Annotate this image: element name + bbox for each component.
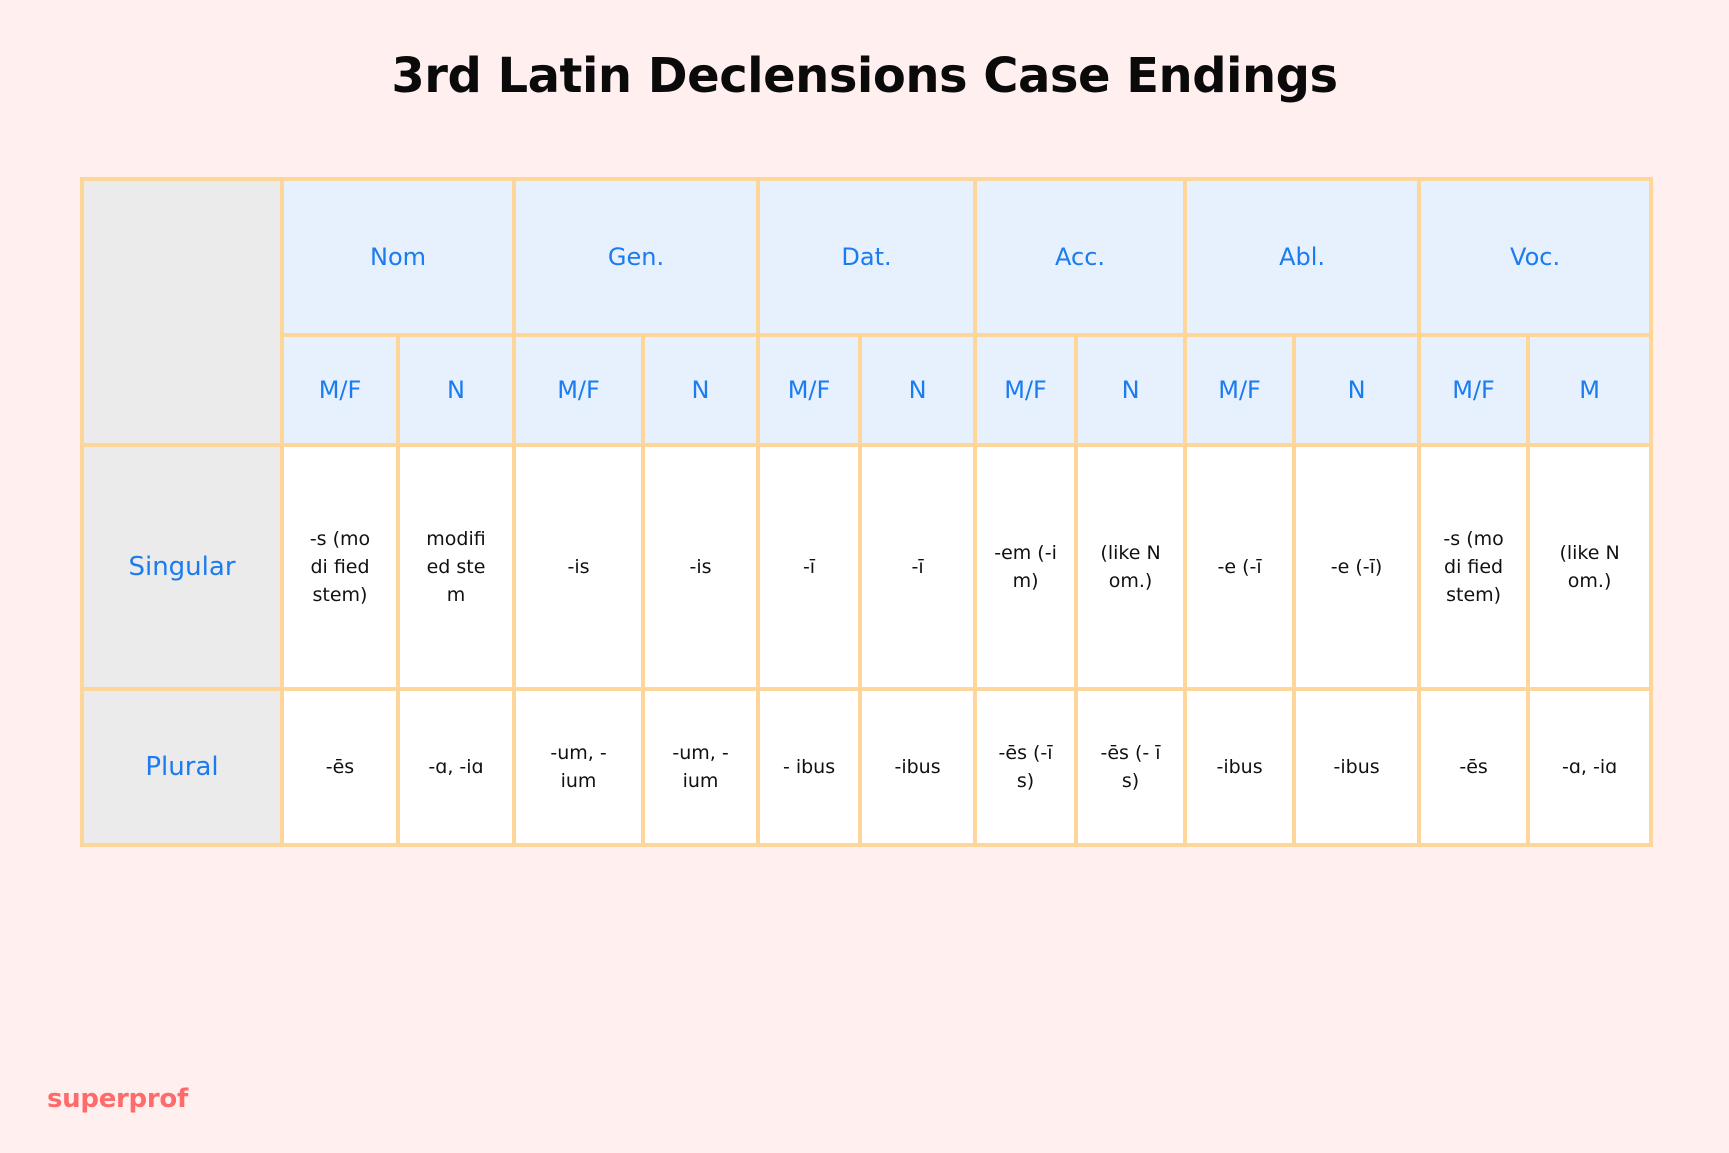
corner-cell [80, 177, 284, 447]
table-cell: -is [641, 443, 761, 691]
cell-text: -ēs (-īs) [998, 742, 1053, 792]
table-cell: -s (modi fied stem) [280, 443, 400, 691]
cell-text: (like Nom.) [1100, 542, 1161, 592]
gender-header-row: M/F N M/F N M/F N M/F N M/F N M/F M [82, 333, 1654, 447]
gender-header: N [1292, 333, 1422, 447]
cell-text: -ēs (- īs) [1100, 742, 1161, 792]
cell-text: -ī [802, 556, 816, 578]
gender-header: M/F [280, 333, 400, 447]
table-cell: -ibus [1292, 687, 1422, 847]
gender-header: M/F [973, 333, 1079, 447]
page-title: 3rd Latin Declensions Case Endings [391, 48, 1338, 104]
case-header-voc: Voc. [1417, 177, 1654, 337]
table-cell: - ibus [756, 687, 863, 847]
cell-text: -em (-im) [994, 542, 1057, 592]
gender-header: M [1526, 333, 1654, 447]
table-cell: -ī [756, 443, 863, 691]
gender-header: M/F [1417, 333, 1531, 447]
table-cell: -um, - ium [512, 687, 646, 847]
row-label-singular: Singular [80, 443, 284, 691]
table-row-plural: Plural -ēs -ɑ, -iɑ -um, - ium -um, - ium… [80, 687, 1654, 847]
table-cell: (like Nom.) [1074, 443, 1188, 691]
row-label-plural: Plural [80, 687, 284, 847]
cell-text: -ēs [325, 756, 355, 778]
table-cell: -ibus [1183, 687, 1297, 847]
table-cell: -ibus [858, 687, 978, 847]
case-header-row: Nom Gen. Dat. Acc. Abl. Voc. [80, 177, 1654, 447]
case-header-acc: Acc. [973, 177, 1188, 337]
table-cell: -s (modi fied stem) [1417, 443, 1531, 691]
case-header-dat: Dat. [756, 177, 978, 337]
cell-text: -s (modi fied stem) [309, 528, 371, 606]
cell-text: -e (-ī) [1330, 556, 1383, 578]
cell-text: -ibus [894, 756, 941, 778]
cell-text: - ibus [782, 756, 836, 778]
cell-text: -ɑ, -iɑ [1561, 756, 1618, 778]
table-cell: modifi ed stem [395, 443, 517, 691]
gender-header: N [1074, 333, 1188, 447]
table-cell: -ēs [280, 687, 400, 847]
table-cell: (like Nom.) [1526, 443, 1654, 691]
case-header-gen: Gen. [512, 177, 761, 337]
table-cell: -em (-im) [973, 443, 1079, 691]
cell-text: -ēs [1459, 756, 1488, 778]
table-cell: -is [512, 443, 646, 691]
table-cell: -ēs (-īs) [973, 687, 1079, 847]
table-cell: -e (-ī) [1292, 443, 1422, 691]
superprof-logo: superprof [47, 1084, 188, 1114]
cell-text: (like Nom.) [1559, 542, 1620, 592]
cell-text: -ɑ, -iɑ [428, 756, 484, 778]
gender-header: M/F [1183, 333, 1297, 447]
cell-text: modifi ed stem [426, 528, 486, 606]
gender-header: M/F [756, 333, 863, 447]
cell-text: -is [689, 556, 712, 578]
cell-text: -s (modi fied stem) [1443, 528, 1504, 606]
cell-text: -ibus [1333, 756, 1380, 778]
gender-header: N [395, 333, 517, 447]
cell-text: -ī [911, 556, 924, 578]
table-cell: -ɑ, -iɑ [1526, 687, 1654, 847]
cell-text: -um, - ium [550, 742, 607, 792]
case-header-abl: Abl. [1183, 177, 1422, 337]
cell-text: -um, - ium [672, 742, 729, 792]
cell-text: -ibus [1216, 756, 1263, 778]
table-cell: -ēs [1417, 687, 1531, 847]
case-header-nom: Nom [279, 177, 517, 337]
gender-header: N [641, 333, 761, 447]
table-cell: -ɑ, -iɑ [395, 687, 517, 847]
cell-text: -e (-ī [1217, 556, 1262, 578]
table-cell: -ēs (- īs) [1074, 687, 1188, 847]
table-row-singular: Singular -s (modi fied stem) modifi ed s… [80, 443, 1654, 691]
table-cell: -ī [858, 443, 978, 691]
cell-text: -is [567, 556, 590, 578]
gender-header: N [858, 333, 978, 447]
declension-table: Nom Gen. Dat. Acc. Abl. Voc. M/F N M/F N… [80, 177, 1654, 847]
gender-header: M/F [512, 333, 646, 447]
table-cell: -e (-ī [1183, 443, 1297, 691]
table-cell: -um, - ium [641, 687, 761, 847]
